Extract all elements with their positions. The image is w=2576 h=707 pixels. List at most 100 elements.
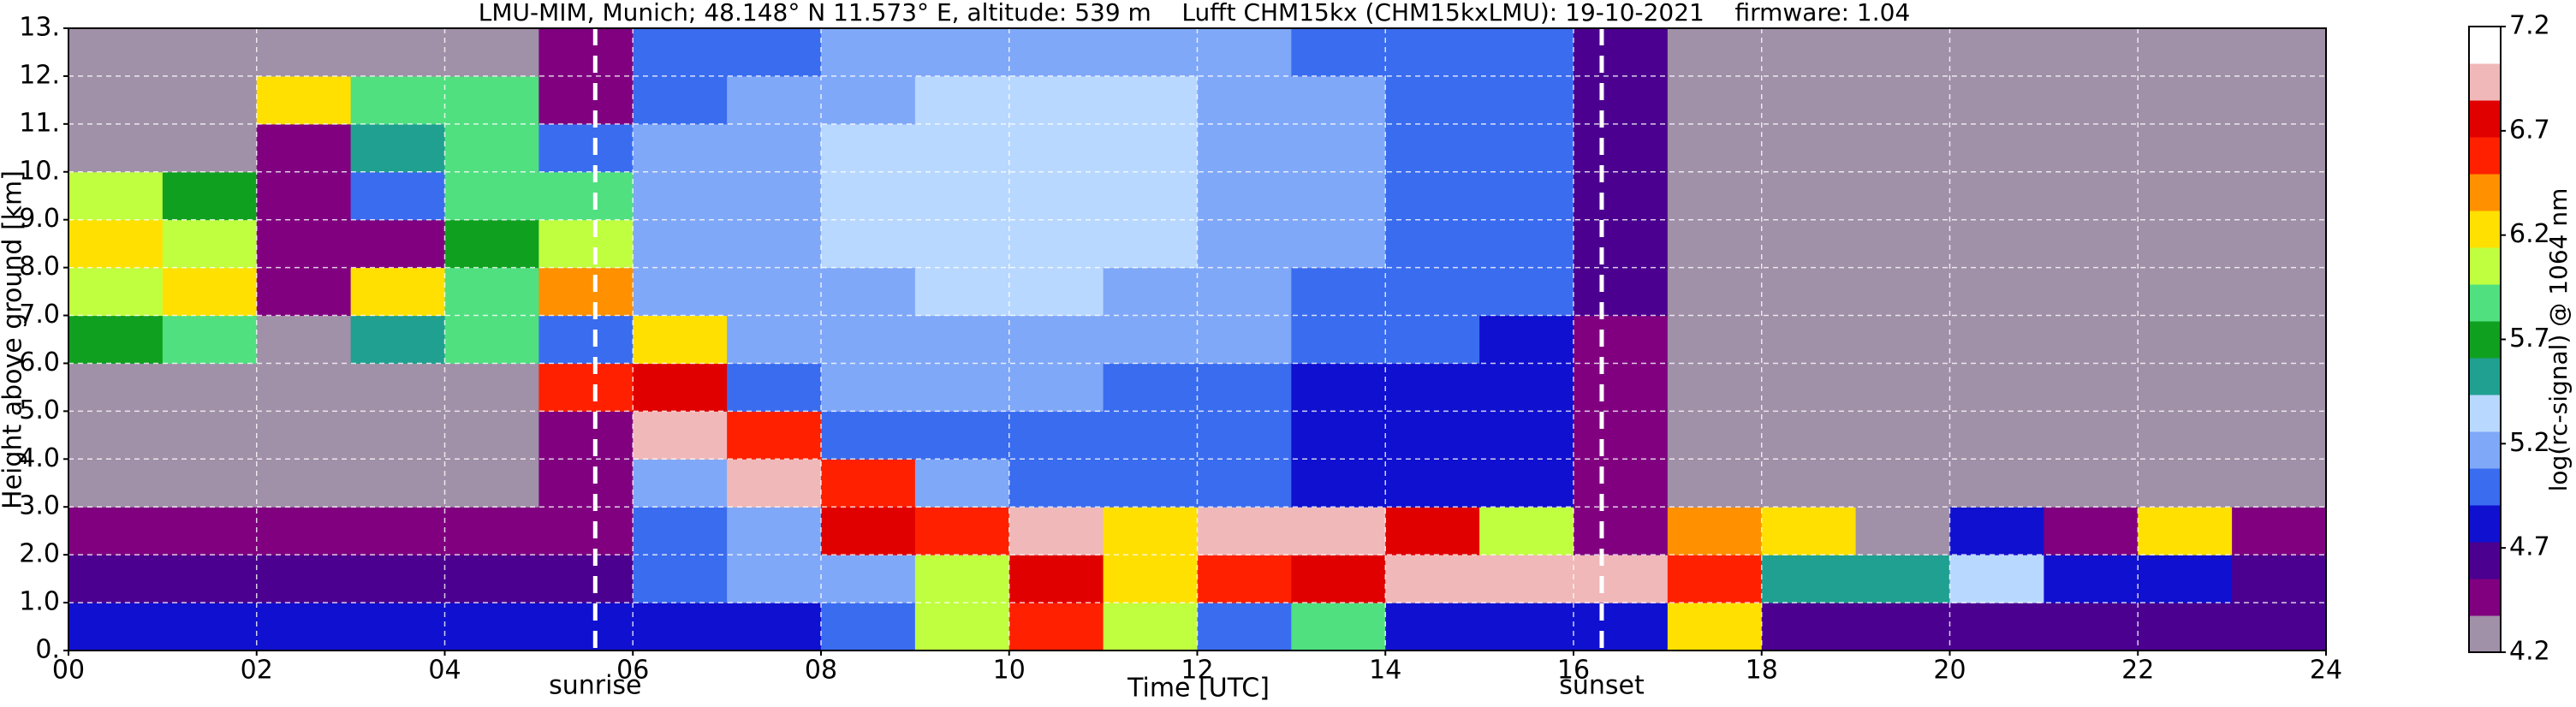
colorbar-label: log(rc-signal) @ 1064 nm [2544,188,2573,492]
heat-cell [1761,123,1857,173]
heat-cell [538,507,634,556]
heat-cell [727,603,822,651]
heat-cell [2044,555,2139,603]
y-tick-label: 3.0 [19,491,60,521]
heat-cell [350,28,445,77]
heat-cell [162,28,258,77]
heat-cell [256,123,352,173]
heat-cell [1761,411,1857,460]
heat-cell [444,459,539,508]
heat-cell [350,75,445,125]
heat-cell [821,411,916,460]
colorbar-tick-label: 4.2 [2509,637,2550,667]
colorbar-swatch [2469,174,2501,211]
heat-cell [2138,603,2233,651]
heat-cell [1855,603,1950,651]
heat-cell [2138,123,2233,173]
heat-cell [2044,459,2139,508]
x-tick-label: 08 [805,656,837,686]
heat-cell [633,507,728,556]
heat-cell [1197,603,1292,651]
colorbar-tick-label: 6.7 [2509,115,2550,145]
heat-cell [1103,219,1198,269]
heat-cell [1574,28,1669,77]
heat-cell [1291,28,1386,77]
heat-cell [727,219,822,269]
heat-cell [1197,507,1292,556]
heat-cell [1667,555,1763,603]
heat-cell [256,507,352,556]
heat-cell [727,123,822,173]
heat-cell [1855,267,1950,317]
heat-cell [1197,123,1292,173]
heat-cell [727,267,822,317]
heat-cell [1949,555,2044,603]
heat-cell [2044,123,2139,173]
heat-cell [1949,411,2044,460]
heat-cell [1667,459,1763,508]
heat-cell [350,219,445,269]
colorbar-swatch [2469,137,2501,175]
heat-cell [1574,315,1669,364]
heat-cell [914,363,1010,412]
heat-cell [162,363,258,412]
heat-cell [1761,219,1857,269]
heat-cell [444,507,539,556]
colorbar-swatch [2469,211,2501,248]
heat-cell [633,123,728,173]
colorbar-tick-label: 4.7 [2509,532,2550,562]
heat-cell [821,267,916,317]
heat-cell [444,75,539,125]
heat-cell [821,315,916,364]
heat-cell [1479,28,1574,77]
heat-cell [821,28,916,77]
heat-cell [914,555,1010,603]
heat-cell [256,171,352,221]
heat-cell [1949,171,2044,221]
x-tick-label: 10 [993,656,1026,686]
heat-cell [914,267,1010,317]
heat-cell [1385,219,1480,269]
heat-cell [1103,123,1198,173]
heat-cell [1479,123,1574,173]
heat-cell [256,411,352,460]
heat-cell [633,75,728,125]
x-tick-label: 02 [241,656,273,686]
heat-cell [1667,315,1763,364]
colorbar-swatch [2469,27,2501,64]
heat-cell [1667,171,1763,221]
heat-cell [1385,555,1480,603]
heat-cell [1008,267,1104,317]
heat-cell [162,267,258,317]
heat-cell [1949,603,2044,651]
heat-cell [1103,28,1198,77]
heat-cell [2044,315,2139,364]
heat-cell [914,507,1010,556]
y-tick-label: 0. [35,635,60,665]
heat-cell [727,171,822,221]
heat-cell [821,123,916,173]
heat-cell [1479,411,1574,460]
heat-cell [350,171,445,221]
heat-cell [1667,267,1763,317]
heat-cell [538,459,634,508]
colorbar-swatch [2469,395,2501,432]
x-tick-label: 16 [1557,656,1590,686]
heat-cell [1291,315,1386,364]
heat-cell [68,507,164,556]
heat-cell [1667,28,1763,77]
heat-cell [1008,75,1104,125]
heat-cell [444,171,539,221]
colorbar-swatch [2469,505,2501,543]
y-axis-label: Height above ground [km] [0,170,28,509]
heat-cell [1855,411,1950,460]
heat-cell [1103,459,1198,508]
annotation-label: sunset [1559,671,1645,701]
heat-cell [1008,123,1104,173]
heat-cell [1197,411,1292,460]
y-tick-label: 11. [19,108,60,138]
heat-cell [2044,363,2139,412]
heat-cell [68,363,164,412]
heat-cell [727,555,822,603]
heat-cell [1103,267,1198,317]
